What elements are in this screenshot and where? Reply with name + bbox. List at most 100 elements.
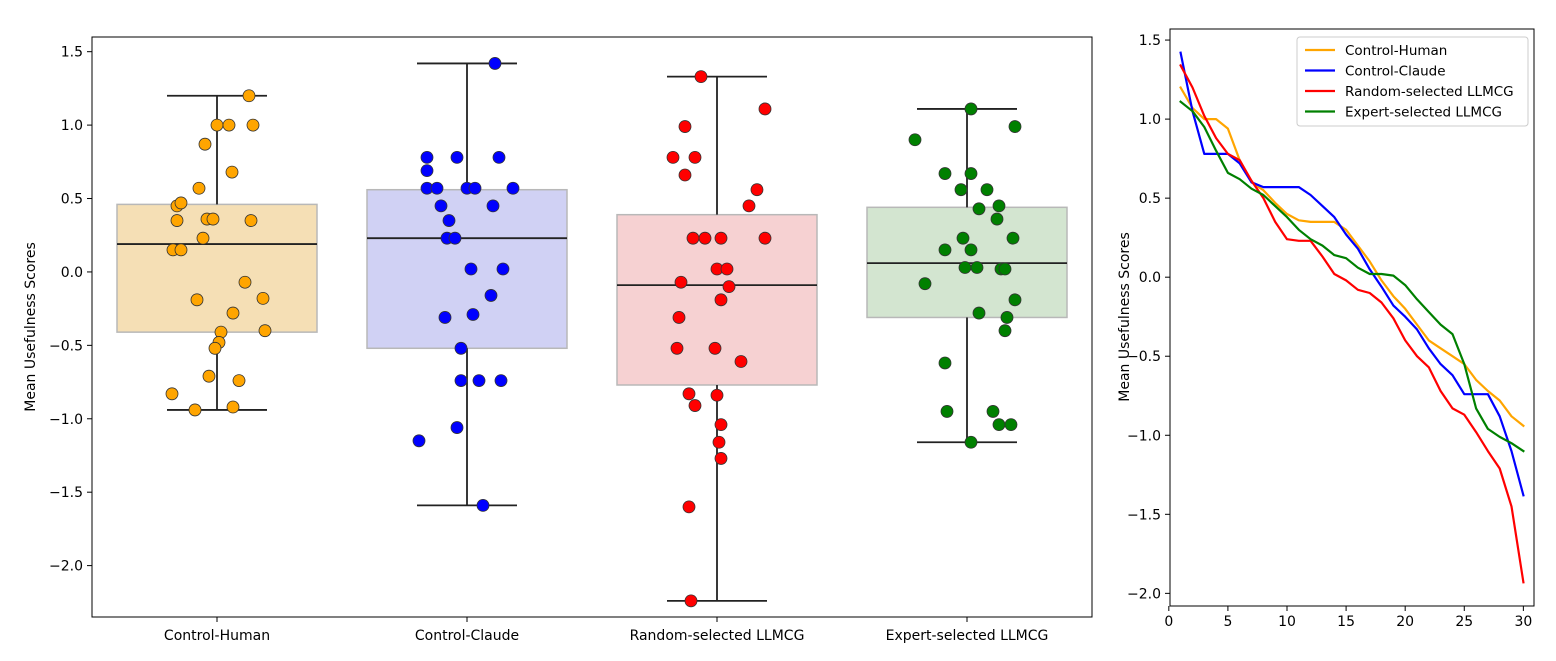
legend-label: Expert-selected LLMCG xyxy=(1345,105,1502,121)
box-data-point xyxy=(420,164,434,178)
box-data-point xyxy=(454,374,468,387)
x-tick-label: 0 xyxy=(1164,614,1173,630)
y-tick-label: 0.0 xyxy=(61,265,83,281)
box-data-point xyxy=(442,214,456,227)
box-data-point xyxy=(938,356,952,370)
box-data-point xyxy=(954,183,968,197)
box-data-point xyxy=(210,118,224,132)
line-series xyxy=(1179,63,1525,584)
x-tick-label: 15 xyxy=(1337,614,1355,630)
box-data-point xyxy=(448,231,462,245)
box-iqr xyxy=(116,203,318,333)
box-group xyxy=(866,108,1068,444)
box-data-point xyxy=(964,243,978,257)
x-tick-label: Control-Human xyxy=(164,628,270,644)
box-data-point xyxy=(666,151,680,164)
y-tick-label: −1.0 xyxy=(1127,428,1161,444)
legend-label: Control-Human xyxy=(1345,43,1447,59)
box-data-point xyxy=(712,435,726,449)
box-data-point xyxy=(438,311,452,324)
y-tick-label: −1.5 xyxy=(49,485,83,501)
box-data-point xyxy=(992,199,1006,213)
x-tick-label: 10 xyxy=(1278,614,1296,630)
line-chart-y-axis: 1.5 1.0 0.5 0.0 −0.5 −1.0 −1.5 −2.0 xyxy=(1127,33,1170,602)
box-data-point xyxy=(986,405,1000,418)
x-tick-label: Expert-selected LLMCG xyxy=(886,628,1049,644)
box-data-point xyxy=(758,102,772,116)
box-data-point xyxy=(188,403,202,417)
box-data-point xyxy=(688,151,702,164)
box-data-point xyxy=(208,341,222,355)
y-tick-label: 0.0 xyxy=(1139,270,1161,286)
box-data-point xyxy=(226,400,240,414)
box-data-point xyxy=(170,214,184,227)
box-data-point xyxy=(238,275,252,289)
box-data-point xyxy=(242,89,256,103)
x-tick-label: 5 xyxy=(1223,614,1232,630)
box-data-point xyxy=(714,293,728,307)
box-data-point xyxy=(678,168,692,182)
line-chart-legend: Control-Human Control-Claude Random-select… xyxy=(1296,36,1529,127)
box-data-point xyxy=(222,118,236,132)
box-group xyxy=(616,75,818,602)
box-data-point xyxy=(956,231,970,245)
box-data-point xyxy=(454,341,468,355)
y-tick-label: −0.5 xyxy=(1127,349,1161,365)
box-data-point xyxy=(466,308,480,321)
box-plot-y-axis-label: Mean Usefulness Scores xyxy=(23,242,39,411)
box-data-point xyxy=(190,293,204,307)
box-data-point xyxy=(998,324,1012,338)
box-data-point xyxy=(476,499,490,512)
box-data-point xyxy=(714,452,728,465)
box-data-point xyxy=(972,202,986,216)
box-data-point xyxy=(492,151,506,164)
y-tick-label: 1.0 xyxy=(61,118,83,134)
box-data-point xyxy=(244,214,258,227)
line-chart-x-axis: 0 5 10 15 20 25 30 xyxy=(1164,606,1532,630)
box-data-point xyxy=(686,231,700,245)
box-data-point xyxy=(682,500,696,514)
box-data-point xyxy=(468,181,482,195)
box-data-point xyxy=(998,262,1012,276)
box-data-point xyxy=(488,57,502,70)
box-data-point xyxy=(970,261,984,274)
box-data-point xyxy=(174,243,188,257)
box-data-point xyxy=(758,231,772,245)
box-data-point xyxy=(734,355,748,368)
box-data-point xyxy=(450,151,464,164)
line-series xyxy=(1179,85,1525,428)
box-data-point xyxy=(206,212,220,226)
box-data-point xyxy=(670,341,684,355)
box-data-point xyxy=(708,341,722,355)
box-data-point xyxy=(225,165,239,179)
box-data-point xyxy=(472,374,486,387)
box-data-point xyxy=(964,435,978,449)
box-data-point xyxy=(908,133,922,147)
box-plot-x-axis: Control-Human Control-Claude Random-select… xyxy=(164,617,1048,644)
box-data-point xyxy=(174,196,188,210)
box-data-point xyxy=(434,199,448,213)
line-series xyxy=(1179,51,1525,497)
box-data-point xyxy=(464,262,478,276)
box-data-point xyxy=(674,275,688,289)
box-data-point xyxy=(258,324,272,338)
line-chart: 1.5 1.0 0.5 0.0 −0.5 −1.0 −1.5 −2.0 0 5 10 15 20 25 3… xyxy=(1117,28,1535,630)
x-tick-label: 30 xyxy=(1514,614,1532,630)
box-data-point xyxy=(232,374,246,387)
y-tick-label: −2.0 xyxy=(1127,586,1161,602)
box-data-point xyxy=(750,183,764,197)
box-data-point xyxy=(678,120,692,133)
box-data-point xyxy=(226,306,240,320)
line-series xyxy=(1179,100,1525,453)
x-tick-label: Random-selected LLMCG xyxy=(630,628,805,644)
box-data-point xyxy=(688,399,702,412)
legend-frame xyxy=(1296,36,1529,127)
box-data-point xyxy=(980,183,994,197)
box-data-point xyxy=(486,199,500,213)
box-data-point xyxy=(202,369,216,383)
box-plot-y-axis: 1.5 1.0 0.5 0.0 −0.5 −1.0 −1.5 −2.0 xyxy=(49,45,92,575)
box-data-point xyxy=(246,118,260,132)
box-data-point xyxy=(1000,311,1014,324)
box-data-point xyxy=(1008,293,1022,307)
box-data-point xyxy=(198,137,212,151)
